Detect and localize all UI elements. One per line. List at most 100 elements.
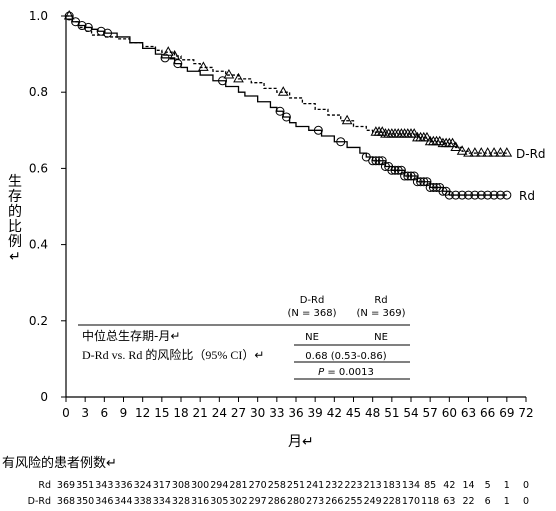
risk-value-d-rd: 297 — [249, 496, 267, 507]
stats-col-drd-line2: (N = 368) — [287, 308, 336, 319]
censor-triangle-d-rd — [402, 128, 414, 138]
censor-circle-rd — [464, 190, 473, 200]
censor-circle-rd — [470, 190, 480, 200]
y-tick-label: 0 — [40, 390, 48, 404]
x-tick-label: 36 — [288, 406, 303, 420]
censor-triangle-d-rd — [501, 147, 513, 157]
censor-triangle-d-rd — [399, 128, 410, 138]
risk-value-rd: 251 — [287, 480, 305, 491]
x-tick-label: 15 — [154, 406, 169, 420]
y-axis-label-char: 的 — [8, 204, 22, 220]
risk-value-d-rd: 334 — [153, 496, 171, 507]
censor-circle-rd — [409, 171, 419, 181]
survival-curve-d-rd — [66, 15, 507, 154]
stats-row1-v2: NE — [374, 332, 388, 343]
x-tick-label: 54 — [403, 406, 418, 420]
p-rest: = 0.0013 — [324, 367, 374, 378]
risk-value-rd: 324 — [134, 480, 152, 491]
risk-value-rd: 223 — [344, 480, 362, 491]
risk-value-rd: 14 — [462, 480, 474, 491]
risk-value-rd: 308 — [172, 480, 190, 491]
x-tick-label: 21 — [193, 406, 208, 420]
risk-value-rd: 134 — [402, 480, 420, 491]
risk-value-d-rd: 118 — [421, 496, 439, 507]
x-tick-label: 51 — [384, 406, 399, 420]
censor-circle-rd — [476, 190, 486, 200]
risk-value-d-rd: 286 — [268, 496, 286, 507]
y-axis-label-char: ↵ — [9, 249, 21, 265]
censor-circle-rd — [425, 182, 435, 192]
censor-circle-rd — [444, 190, 454, 200]
risk-value-rd: 213 — [364, 480, 382, 491]
censor-circle-rd — [403, 171, 413, 181]
risk-value-rd: 351 — [76, 480, 94, 491]
y-axis-label-char: 比 — [8, 219, 22, 235]
risk-value-d-rd: 63 — [443, 496, 455, 507]
censor-triangle-d-rd — [488, 147, 500, 157]
censor-circle-rd — [422, 177, 432, 187]
x-tick-label: 9 — [120, 406, 128, 420]
risk-value-d-rd: 368 — [57, 496, 75, 507]
series-label-drd: D-Rd — [516, 147, 546, 161]
risk-value-d-rd: 302 — [229, 496, 247, 507]
p-italic: P — [318, 367, 325, 378]
risk-value-d-rd: 228 — [383, 496, 401, 507]
x-tick-label: 27 — [231, 406, 246, 420]
censor-circle-rd — [83, 22, 93, 32]
censor-circle-rd — [489, 190, 499, 200]
risk-value-rd: 85 — [424, 480, 436, 491]
stats-col-rd-line1: Rd — [374, 295, 387, 306]
censor-circle-rd — [96, 26, 106, 36]
censor-circle-rd — [483, 190, 493, 200]
survival-curves — [66, 15, 507, 196]
censor-triangle-d-rd — [389, 128, 401, 138]
x-tick-label: 63 — [461, 406, 476, 420]
censor-triangle-d-rd — [450, 141, 462, 151]
risk-value-d-rd: 280 — [287, 496, 305, 507]
y-axis-label-char: 存 — [8, 189, 22, 205]
censor-circle-rd — [412, 177, 422, 187]
censor-triangle-d-rd — [392, 128, 404, 138]
risk-table-values: 369 351 343 336 324 317 308 300 294 281 270 258 251 2… — [57, 480, 529, 507]
y-tick-label: 0.2 — [29, 314, 48, 328]
risk-value-rd: 300 — [191, 480, 209, 491]
stats-row2-label: D-Rd vs. Rd 的风险比（95% CI）↵ — [82, 347, 264, 362]
risk-label-rd: Rd — [38, 480, 51, 491]
censor-triangle-d-rd — [223, 69, 235, 79]
censor-circle-rd — [393, 165, 403, 175]
risk-value-d-rd: 6 — [485, 496, 491, 507]
axes: 00.20.40.60.81.00 3 6 9 12 15 18 21 24 27 30 33 36 39… — [29, 9, 534, 420]
risk-value-d-rd: 344 — [114, 496, 132, 507]
censor-circle-rd — [419, 177, 429, 187]
censor-circle-rd — [400, 171, 410, 181]
risk-value-rd: 183 — [383, 480, 401, 491]
censor-triangle-d-rd — [405, 128, 417, 138]
censor-triangle-d-rd — [456, 145, 468, 155]
stats-table: D-Rd (N = 368) Rd (N = 369) 中位总生存期-月↵ NE… — [78, 295, 410, 380]
censor-circle-rd — [451, 190, 461, 200]
censor-circle-rd — [457, 190, 467, 200]
risk-value-rd: 258 — [268, 480, 286, 491]
risk-table-title: 有风险的患者例数↵ — [2, 455, 117, 471]
risk-value-d-rd: 170 — [402, 496, 420, 507]
risk-value-rd: 281 — [229, 480, 247, 491]
x-tick-label: 12 — [135, 406, 150, 420]
censor-circle-rd — [160, 53, 170, 63]
x-tick-label: 72 — [518, 406, 533, 420]
risk-value-d-rd: 328 — [172, 496, 190, 507]
censor-triangle-d-rd — [482, 147, 494, 157]
risk-value-rd: 5 — [485, 480, 491, 491]
y-tick-label: 1.0 — [29, 9, 48, 23]
censor-circle-rd — [374, 156, 384, 166]
x-tick-label: 39 — [308, 406, 323, 420]
stats-col-rd-line2: (N = 369) — [356, 308, 405, 319]
censor-triangle-d-rd — [162, 46, 174, 56]
y-tick-label: 0.8 — [29, 85, 48, 99]
censor-triangle-d-rd — [341, 114, 353, 125]
risk-label-drd: D-Rd — [28, 496, 51, 507]
censor-triangle-d-rd — [421, 131, 433, 142]
x-tick-label: 6 — [101, 406, 109, 420]
censor-circle-rd — [313, 125, 323, 135]
censor-circle-rd — [502, 190, 512, 200]
